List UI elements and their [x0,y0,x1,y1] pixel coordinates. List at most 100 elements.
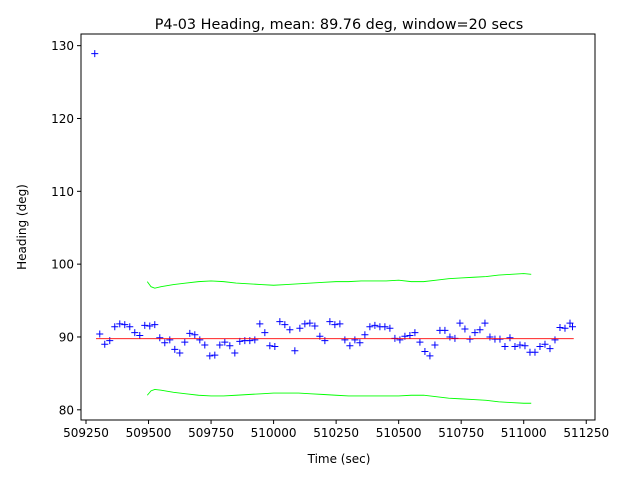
data-point [286,326,294,334]
data-point [146,322,154,330]
data-point [271,342,279,350]
data-point [296,324,304,332]
x-axis: 509250 509500 509750 510000 510250 510500 5107… [63,420,609,440]
data-point [91,50,99,58]
data-point [531,348,539,356]
data-point [261,329,269,337]
data-point [161,339,169,347]
x-axis-label: Time (sec) [307,452,371,466]
data-point [511,342,519,350]
data-point [471,329,479,337]
data-point [441,326,449,334]
data-point [336,320,344,328]
data-point [568,323,576,331]
series-line-3 [146,388,532,404]
data-point [256,320,264,328]
data-point [396,336,404,344]
y-tick-label: 80 [59,403,74,417]
data-point [481,319,489,327]
data-point [406,332,414,340]
data-point [116,320,124,328]
series-line-2 [146,273,532,289]
data-point [101,340,109,348]
data-point [151,321,159,329]
data-point [446,333,454,341]
data-point [541,340,549,348]
plot-frame [80,33,596,421]
data-point [221,338,229,346]
data-point [196,336,204,344]
data-point [416,338,424,346]
data-point [276,318,284,326]
data-point [486,333,494,341]
data-point [421,348,429,356]
x-tick-label: 509500 [126,426,172,440]
data-point [216,341,224,349]
data-point [566,319,574,327]
x-tick-label: 511250 [563,426,609,440]
data-point [506,334,514,342]
data-point [551,336,559,344]
data-point [226,342,234,350]
data-point [371,321,379,329]
x-tick-label: 510500 [376,426,422,440]
data-point [301,320,309,328]
y-tick-label: 120 [51,112,74,126]
data-point [411,329,419,337]
data-point [386,324,394,332]
data-point [366,323,374,331]
data-point [266,342,274,350]
data-point [311,322,319,330]
data-point [181,338,189,346]
data-point [191,331,199,339]
data-point [456,319,464,327]
data-point [136,332,144,340]
data-point [331,321,339,329]
data-point [536,342,544,350]
data-point [251,336,259,344]
data-point [516,341,524,349]
y-tick-label: 130 [51,39,74,53]
y-tick-label: 100 [51,258,74,272]
y-tick-label: 110 [51,185,74,199]
data-point [521,342,529,350]
data-point [186,329,194,337]
data-point [426,352,434,360]
data-point [546,345,554,353]
data-point [201,341,209,349]
data-point [166,336,174,344]
y-axis-label: Heading (deg) [15,184,29,270]
data-point [156,334,164,342]
data-point [206,352,214,360]
scatter-series [91,50,576,360]
plot-marks [91,50,576,404]
y-tick-label: 90 [59,330,74,344]
y-axis: 80 90 100 110 120 130 [51,39,81,417]
data-point [326,318,334,326]
data-point [361,331,369,339]
data-point [176,349,184,357]
data-point [461,325,469,333]
data-point [281,321,289,329]
x-tick-label: 510000 [251,426,297,440]
data-point [306,319,314,327]
data-point [131,329,139,337]
data-point [431,341,439,349]
data-point [561,324,569,332]
data-point [341,336,349,344]
data-point [141,321,149,329]
x-tick-label: 509250 [63,426,109,440]
data-point [126,323,134,331]
data-point [476,326,484,334]
data-point [356,339,364,347]
data-point [556,324,564,332]
x-tick-label: 511000 [501,426,547,440]
data-point [171,345,179,353]
x-tick-label: 510250 [313,426,359,440]
x-tick-label: 510750 [438,426,484,440]
data-point [381,323,389,331]
data-point [121,321,129,329]
data-point [231,349,239,357]
